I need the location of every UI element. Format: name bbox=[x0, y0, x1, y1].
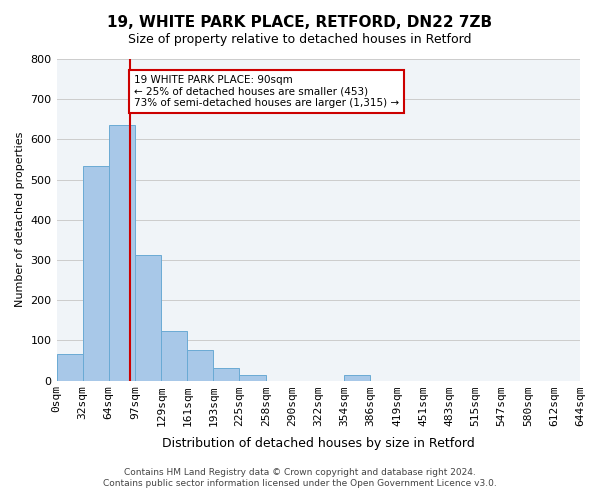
Bar bbox=[214, 368, 239, 380]
Bar bbox=[136, 254, 161, 380]
Bar bbox=[56, 354, 83, 380]
Bar bbox=[187, 350, 214, 380]
Bar bbox=[239, 376, 266, 380]
Text: Size of property relative to detached houses in Retford: Size of property relative to detached ho… bbox=[128, 32, 472, 46]
Text: 19, WHITE PARK PLACE, RETFORD, DN22 7ZB: 19, WHITE PARK PLACE, RETFORD, DN22 7ZB bbox=[107, 15, 493, 30]
Bar bbox=[83, 166, 109, 380]
Bar bbox=[109, 126, 136, 380]
Text: Contains HM Land Registry data © Crown copyright and database right 2024.
Contai: Contains HM Land Registry data © Crown c… bbox=[103, 468, 497, 487]
Y-axis label: Number of detached properties: Number of detached properties bbox=[15, 132, 25, 308]
Bar bbox=[161, 332, 187, 380]
Bar bbox=[344, 376, 370, 380]
Text: 19 WHITE PARK PLACE: 90sqm
← 25% of detached houses are smaller (453)
73% of sem: 19 WHITE PARK PLACE: 90sqm ← 25% of deta… bbox=[134, 75, 399, 108]
X-axis label: Distribution of detached houses by size in Retford: Distribution of detached houses by size … bbox=[162, 437, 475, 450]
